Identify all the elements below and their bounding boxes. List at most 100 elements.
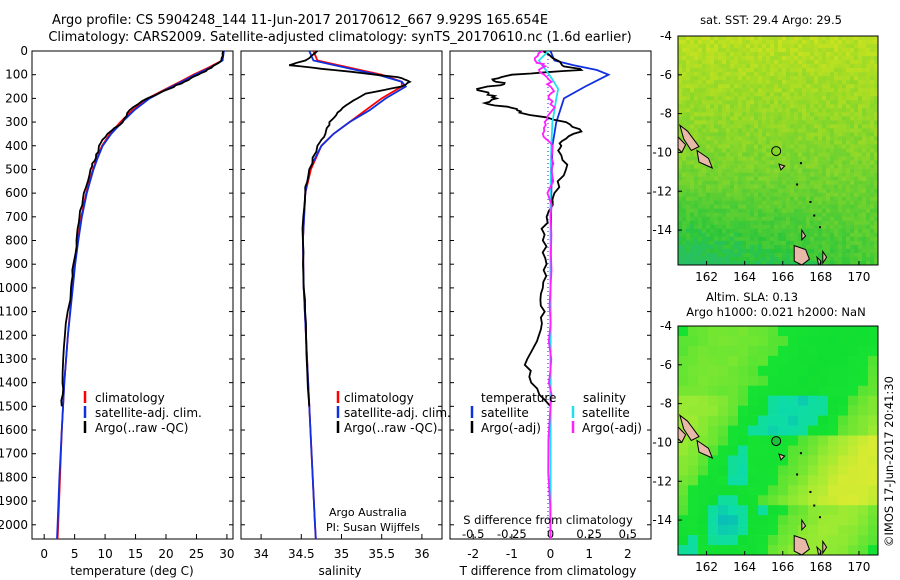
map-cell (794, 84, 799, 89)
map-cell (714, 224, 719, 230)
map-cell (770, 36, 775, 41)
map-cell (850, 60, 855, 65)
map-cell (754, 160, 759, 165)
map-cell (690, 164, 695, 169)
map-cell (778, 445, 789, 456)
map-cell (722, 84, 727, 89)
map-cell (742, 36, 747, 41)
land-islet (818, 516, 821, 519)
map-cell (774, 220, 779, 226)
map-cell (770, 156, 775, 161)
map-cell (762, 140, 767, 145)
map-cell (770, 72, 775, 77)
map-cell (742, 48, 747, 53)
map-cell (858, 204, 863, 210)
map-cell (778, 144, 783, 149)
map-cell (870, 260, 875, 265)
map-cell (714, 68, 719, 73)
map-cell (838, 184, 843, 189)
y-tick-label: 1300 (0, 352, 28, 366)
map-cell (714, 200, 719, 206)
map-cell (762, 60, 767, 65)
map-cell (686, 96, 691, 101)
map-cell (682, 100, 687, 105)
map-cell (826, 80, 831, 85)
map-cell (834, 96, 839, 101)
map-cell (798, 244, 803, 250)
map-cell (750, 176, 755, 181)
map-cell (850, 40, 855, 45)
map-cell (754, 76, 759, 81)
map-cell (858, 256, 863, 262)
map-cell (694, 184, 699, 189)
map-cell (762, 212, 767, 218)
land-islet (813, 214, 816, 217)
map-cell (782, 68, 787, 73)
map-cell (730, 196, 735, 202)
map-cell (728, 326, 739, 337)
map-cell (858, 224, 863, 230)
map-cell (858, 252, 863, 258)
map-cell (806, 124, 811, 129)
map-cell (850, 76, 855, 81)
map-cell (846, 172, 851, 177)
map-cell (782, 248, 787, 254)
map-y-tick-label: -14 (652, 223, 672, 237)
map-cell (738, 52, 743, 57)
map-cell (750, 244, 755, 250)
map-cell (718, 208, 723, 214)
map-cell (702, 192, 707, 197)
map-cell (798, 84, 803, 89)
map-cell (774, 204, 779, 210)
series-line-temperature-argo-adj- (476, 51, 584, 407)
map-cell (778, 196, 783, 202)
map-cell (778, 92, 783, 97)
map-cell (718, 56, 723, 61)
map-cell (858, 68, 863, 73)
x-tick-label: 36 (414, 547, 429, 561)
map-cell (738, 335, 749, 347)
map-cell (814, 248, 819, 254)
map-cell (818, 365, 829, 377)
map-cell (828, 455, 839, 466)
map-cell (868, 395, 878, 406)
map-cell (770, 96, 775, 101)
map-cell (758, 84, 763, 89)
map-cell (738, 148, 743, 153)
map-cell (718, 176, 723, 181)
map-cell (814, 144, 819, 149)
map-cell (862, 212, 867, 218)
map-cell (746, 100, 751, 105)
map-cell (726, 236, 731, 242)
map-cell (728, 515, 739, 526)
map-cell (706, 188, 711, 193)
map-cell (758, 180, 763, 185)
map-cell (838, 252, 843, 258)
map-cell (834, 184, 839, 189)
map-cell (818, 68, 823, 73)
map-cell (874, 80, 878, 85)
y-tick-label: 300 (5, 115, 28, 129)
map-cell (762, 112, 767, 117)
map-cell (822, 164, 827, 169)
map-cell (714, 208, 719, 214)
map-cell (698, 192, 703, 197)
map-cell (714, 128, 719, 133)
map-cell (690, 256, 695, 262)
map-cell (690, 248, 695, 254)
map-cell (770, 184, 775, 189)
map-cell (874, 76, 878, 81)
map-cell (730, 156, 735, 161)
map-cell (802, 116, 807, 121)
map-cell (718, 144, 723, 149)
map-cell (726, 52, 731, 57)
map-cell (734, 152, 739, 157)
map-cell (866, 180, 871, 185)
map-cell (738, 200, 743, 206)
y-tick-label: 800 (5, 234, 28, 248)
map-cell (870, 52, 875, 57)
map-cell (778, 335, 789, 347)
map-cell (806, 220, 811, 226)
map-cell (710, 80, 715, 85)
x-tick-label: 34 (253, 547, 268, 561)
